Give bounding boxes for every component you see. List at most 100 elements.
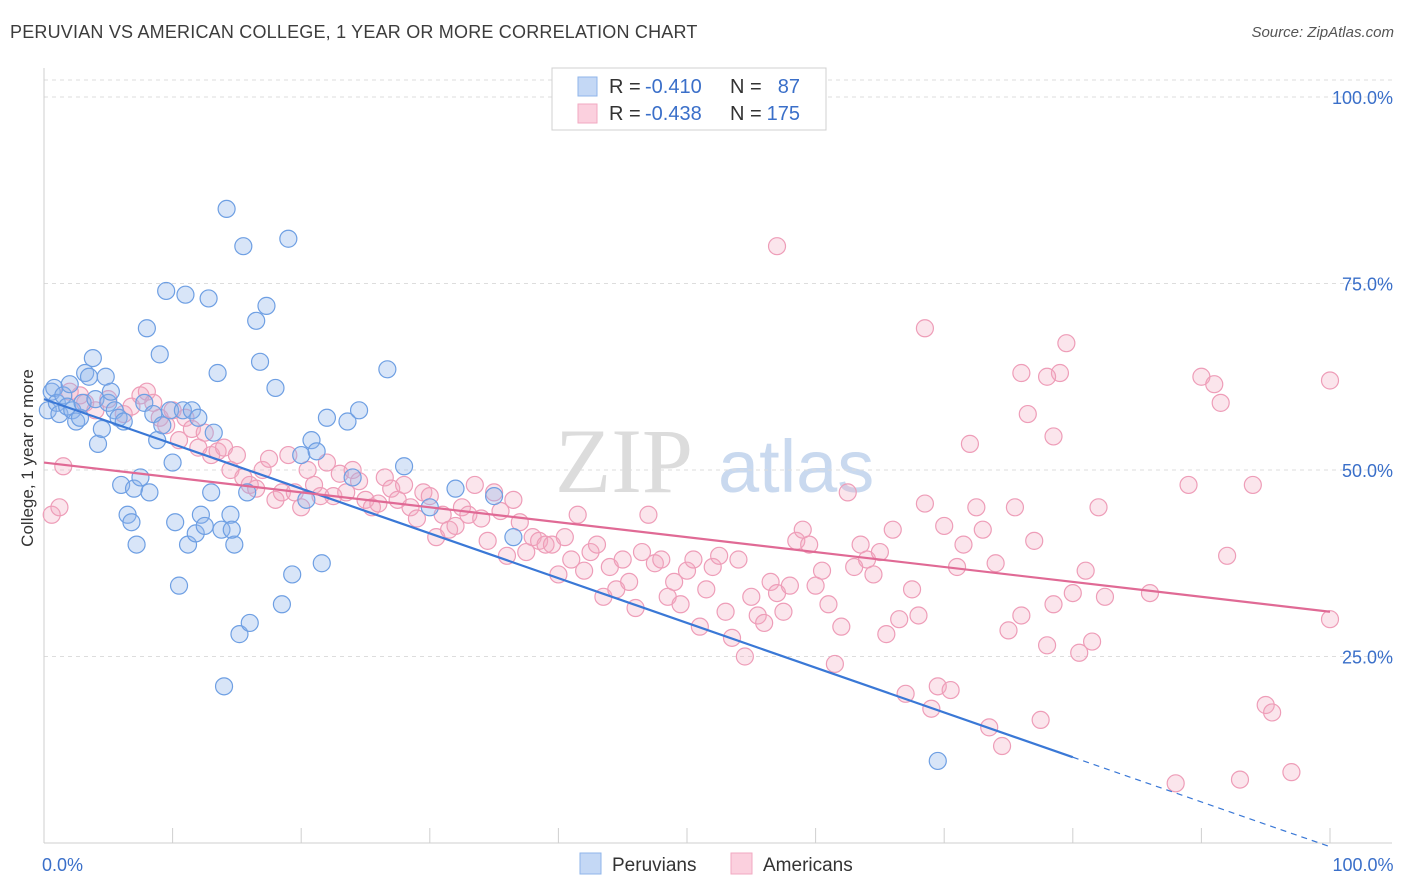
axes: [43, 68, 1392, 844]
american-point: [1063, 583, 1082, 603]
american-point: [832, 617, 851, 636]
american-point: [800, 535, 819, 554]
american-point: [665, 572, 684, 592]
peruvian-point: [204, 423, 223, 442]
peruvian-point: [247, 311, 266, 330]
american-point: [710, 546, 729, 565]
peruvian-point: [283, 565, 302, 584]
peruvian-point: [279, 229, 298, 248]
american-point: [1320, 371, 1340, 390]
legend-r-value-2: -0.438: [645, 103, 702, 125]
american-point: [774, 602, 793, 621]
peruvian-point: [122, 513, 141, 532]
american-point: [504, 490, 523, 509]
legend-swatch-americans: [577, 103, 598, 124]
peruvian-point: [101, 382, 120, 401]
peruvian-point: [157, 281, 176, 301]
y-tick-label: 75.0%: [1342, 275, 1393, 295]
american-point: [1140, 583, 1160, 603]
american-point: [620, 572, 639, 592]
peruvian-point: [217, 199, 236, 218]
american-point: [176, 408, 195, 427]
american-point: [1089, 498, 1108, 517]
peruvian-point: [202, 483, 221, 502]
legend-n-value-2: 175: [767, 103, 800, 125]
american-point: [478, 531, 497, 550]
peruvian-point: [343, 468, 362, 487]
american-point: [967, 498, 986, 517]
american-point: [902, 580, 922, 599]
american-point: [279, 445, 298, 465]
american-point: [394, 475, 414, 495]
peruvian-point: [140, 483, 159, 502]
american-point: [941, 680, 960, 700]
correlation-legend: R = -0.410 N = 87 R = -0.438 N = 175: [551, 67, 827, 131]
american-point: [915, 319, 935, 338]
peruvian-point: [195, 516, 214, 536]
american-point: [343, 460, 362, 480]
american-point: [1179, 475, 1198, 495]
peruvian-point: [234, 237, 253, 256]
american-point: [272, 483, 292, 502]
american-point: [935, 516, 954, 536]
american-point: [1166, 774, 1185, 793]
peruvian-point: [349, 401, 369, 420]
american-point: [812, 561, 832, 580]
peruvian-point: [230, 625, 249, 644]
peruvian-point: [504, 528, 523, 547]
peruvian-point: [150, 345, 169, 364]
american-point: [639, 505, 658, 524]
peruvians-trend-line: [43, 398, 1074, 759]
peruvian-point: [317, 408, 337, 427]
american-point: [703, 557, 722, 577]
peruvian-point: [312, 554, 331, 573]
american-point: [587, 535, 607, 554]
american-point: [915, 494, 935, 513]
american-point: [960, 434, 980, 453]
peruvian-point: [63, 401, 82, 420]
americans-trend-line: [43, 461, 1331, 613]
bottom-legend-americans: Americans: [763, 855, 853, 876]
american-point: [890, 610, 909, 629]
american-point: [883, 520, 902, 539]
american-point: [259, 449, 279, 468]
american-point: [1018, 404, 1037, 424]
american-point: [568, 505, 587, 524]
legend-r-value-1: -0.410: [645, 76, 702, 98]
american-point: [761, 572, 780, 592]
peruvian-point: [928, 751, 947, 771]
american-point: [909, 606, 928, 625]
peruvian-point: [127, 535, 146, 554]
peruvian-point: [176, 285, 195, 304]
american-point: [137, 382, 156, 401]
legend-r-label-1: R =: [609, 76, 641, 98]
legend-n-label-1: N =: [730, 76, 762, 98]
american-point: [684, 550, 703, 569]
watermark-atlas: atlas: [718, 425, 874, 508]
peruvian-point: [88, 434, 108, 453]
american-point: [1076, 561, 1095, 580]
american-point: [497, 546, 517, 565]
y-axis-title: College, 1 year or more: [18, 369, 37, 547]
american-point: [992, 736, 1012, 756]
american-point: [677, 561, 697, 580]
chart-title: PERUVIAN VS AMERICAN COLLEGE, 1 YEAR OR …: [10, 22, 698, 42]
american-point: [1243, 475, 1262, 495]
american-point: [1211, 393, 1230, 412]
american-point: [1031, 710, 1050, 730]
american-point: [317, 453, 337, 472]
peruvian-point: [272, 595, 292, 614]
peruvian-point: [163, 453, 182, 472]
american-point: [407, 509, 427, 528]
peruvian-point: [212, 520, 231, 539]
x-tick-labels: 0.0% 100.0%: [42, 855, 1394, 875]
peruvian-point: [153, 416, 172, 435]
peruvian-point: [131, 468, 150, 487]
x-tick-label: 100.0%: [1332, 855, 1393, 875]
american-point: [671, 595, 690, 614]
american-point: [465, 475, 484, 495]
american-point: [536, 535, 555, 554]
american-point: [575, 561, 594, 580]
peruvian-point: [240, 613, 259, 633]
